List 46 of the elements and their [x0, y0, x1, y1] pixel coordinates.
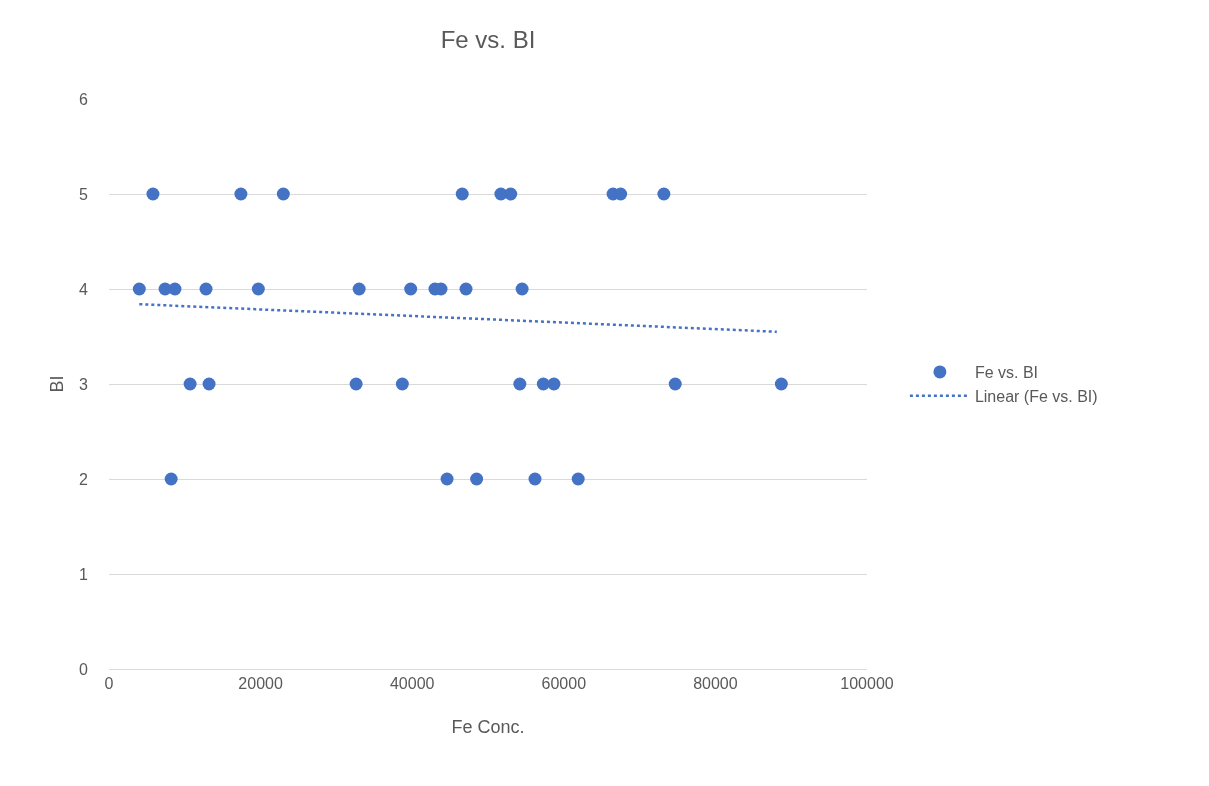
point — [146, 187, 160, 201]
point — [515, 282, 529, 296]
point — [168, 282, 182, 296]
point — [571, 472, 585, 486]
point — [132, 282, 146, 296]
y-tick-label: 2 — [79, 470, 89, 488]
point — [164, 472, 178, 486]
point — [547, 377, 561, 391]
x-tick-label: 20000 — [238, 675, 283, 693]
point — [668, 377, 682, 391]
x-tick-label: 100000 — [840, 675, 894, 693]
y-tick-label: 1 — [79, 565, 89, 583]
point — [459, 282, 473, 296]
point — [470, 472, 484, 486]
point — [440, 472, 454, 486]
point — [536, 377, 550, 391]
y-tick-label: 6 — [79, 90, 89, 108]
point — [455, 187, 469, 201]
point — [251, 282, 265, 296]
point — [504, 187, 518, 201]
point — [528, 472, 542, 486]
x-tick-label: 0 — [104, 675, 114, 693]
point — [349, 377, 363, 391]
point — [276, 187, 290, 201]
y-tick-label: 0 — [79, 660, 89, 678]
chart-title: Fe vs. BI — [440, 26, 536, 54]
legend-label: Linear (Fe vs. BI) — [974, 387, 1098, 405]
point — [395, 377, 409, 391]
x-tick-label: 40000 — [389, 675, 435, 693]
x-tick-label: 80000 — [693, 675, 738, 693]
point — [657, 187, 671, 201]
point — [774, 377, 788, 391]
y-tick-label: 4 — [79, 280, 89, 298]
y-tick-label: 3 — [79, 375, 89, 393]
y-tick-label: 5 — [79, 185, 89, 203]
x-axis-title: Fe Conc. — [451, 717, 525, 737]
point — [183, 377, 197, 391]
point — [404, 282, 418, 296]
point — [513, 377, 527, 391]
x-tick-label: 60000 — [541, 675, 587, 693]
legend-label: Fe vs. BI — [974, 364, 1039, 382]
point — [199, 282, 213, 296]
point — [352, 282, 366, 296]
y-axis-title: BI — [47, 375, 67, 393]
point — [234, 187, 248, 201]
point — [202, 377, 216, 391]
